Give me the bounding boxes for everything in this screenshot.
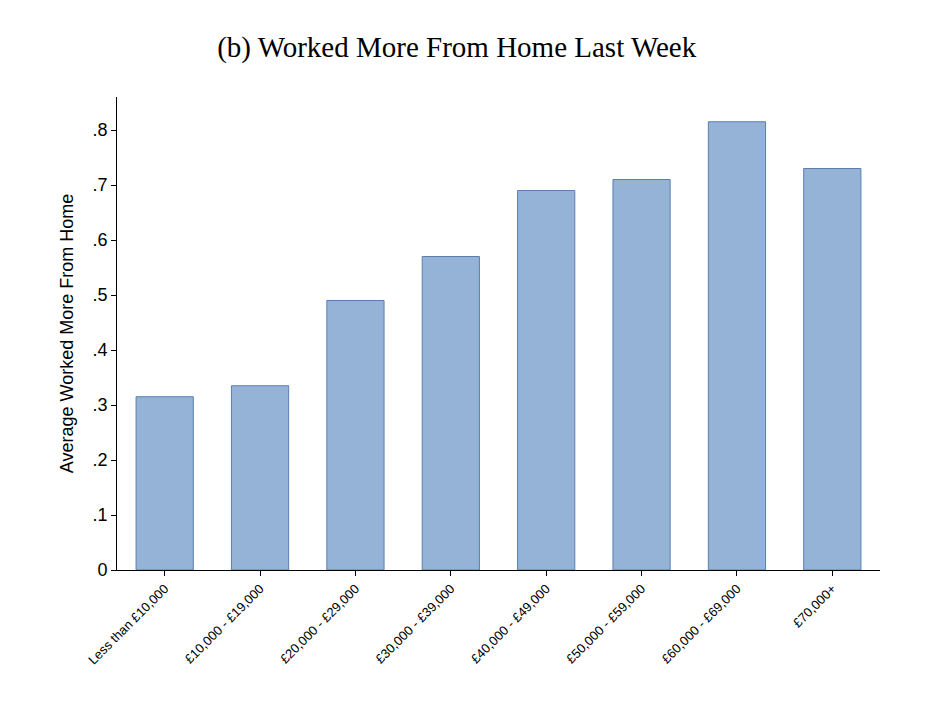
svg-text:£10,000 - £19,000: £10,000 - £19,000	[182, 581, 267, 666]
svg-text:.5: .5	[92, 285, 107, 305]
svg-text:.3: .3	[92, 395, 107, 415]
svg-text:(b) Worked More From Home Last: (b) Worked More From Home Last Week	[217, 31, 697, 64]
svg-text:Average Worked More From Home: Average Worked More From Home	[57, 194, 77, 473]
svg-text:£40,000 - £49,000: £40,000 - £49,000	[468, 581, 553, 666]
svg-text:.6: .6	[92, 230, 107, 250]
svg-text:£30,000 - £39,000: £30,000 - £39,000	[372, 581, 457, 666]
svg-text:£60,000 - £69,000: £60,000 - £69,000	[658, 581, 743, 666]
svg-text:.8: .8	[92, 120, 107, 140]
svg-text:.4: .4	[92, 340, 107, 360]
svg-text:.7: .7	[92, 175, 107, 195]
svg-text:£50,000 - £59,000: £50,000 - £59,000	[563, 581, 648, 666]
svg-text:£20,000 - £29,000: £20,000 - £29,000	[277, 581, 362, 666]
svg-text:£70,000+: £70,000+	[790, 581, 839, 630]
svg-text:.1: .1	[92, 505, 107, 525]
svg-text:.2: .2	[92, 450, 107, 470]
svg-text:0: 0	[97, 560, 107, 580]
svg-text:Less than £10,000: Less than £10,000	[85, 581, 171, 667]
